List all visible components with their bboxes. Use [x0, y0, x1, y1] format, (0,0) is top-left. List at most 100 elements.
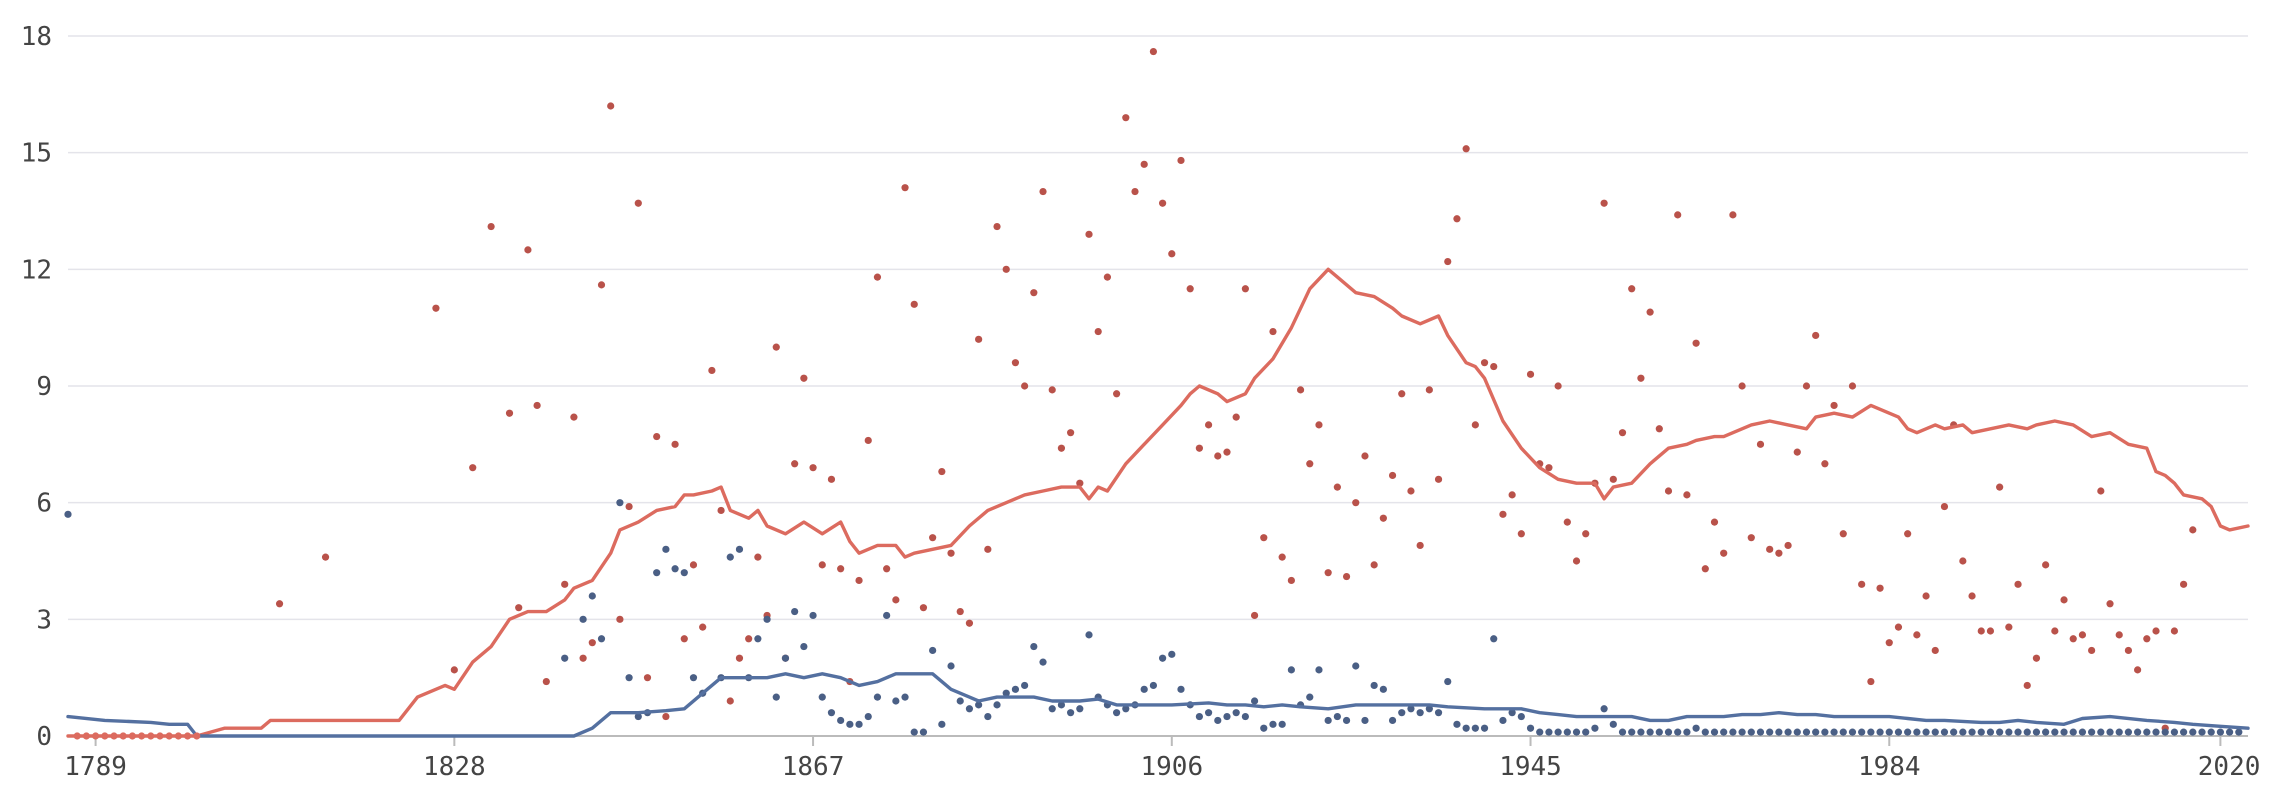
- data-point: [1499, 716, 1507, 725]
- data-point: [1582, 530, 1590, 538]
- data-point: [772, 693, 780, 701]
- data-point: [1793, 728, 1801, 736]
- data-point: [128, 732, 136, 740]
- data-point: [754, 553, 762, 561]
- data-point: [1885, 639, 1893, 647]
- data-point: [2143, 635, 2151, 643]
- data-point: [1950, 728, 1958, 736]
- data-point: [1646, 308, 1654, 316]
- data-point: [2134, 666, 2142, 674]
- data-point: [1407, 487, 1415, 495]
- data-point: [1720, 549, 1728, 557]
- data-point: [1839, 728, 1847, 736]
- data-point: [579, 654, 587, 662]
- data-point: [1756, 440, 1765, 448]
- data-point: [1931, 646, 1939, 655]
- data-point: [505, 409, 514, 417]
- data-point: [699, 623, 707, 631]
- data-point: [1894, 623, 1903, 631]
- data-point: [1480, 359, 1489, 367]
- y-tick-label: 15: [21, 139, 52, 169]
- data-point: [1140, 685, 1148, 693]
- data-point: [1223, 712, 1231, 721]
- data-point: [763, 615, 771, 623]
- trend-line: [66, 672, 2250, 738]
- data-point: [533, 401, 541, 410]
- y-tick-label: 18: [21, 22, 52, 52]
- data-point: [2152, 728, 2160, 736]
- data-point: [1057, 444, 1066, 452]
- data-point: [1039, 658, 1047, 666]
- data-point: [1195, 444, 1203, 452]
- data-point: [2005, 623, 2013, 631]
- data-point: [73, 732, 81, 740]
- data-point: [1352, 499, 1360, 507]
- data-point: [1260, 534, 1268, 542]
- data-point: [1766, 545, 1774, 553]
- y-tick-label: 0: [36, 722, 52, 752]
- data-point: [561, 580, 569, 588]
- data-point: [1655, 425, 1663, 433]
- data-point: [1738, 382, 1746, 390]
- data-point: [993, 701, 1001, 709]
- data-point: [579, 615, 587, 623]
- data-point: [1563, 728, 1571, 736]
- data-point: [625, 502, 633, 511]
- data-point: [2088, 728, 2096, 736]
- data-point: [1793, 448, 1801, 456]
- data-point: [883, 611, 891, 620]
- data-point: [653, 432, 661, 441]
- data-point: [754, 635, 762, 643]
- data-point: [809, 464, 817, 472]
- data-point: [1425, 705, 1433, 713]
- data-point: [827, 475, 836, 483]
- data-point: [1885, 728, 1893, 736]
- data-point: [607, 102, 615, 110]
- data-point: [1913, 728, 1921, 736]
- data-point: [1370, 561, 1378, 569]
- data-point: [717, 506, 725, 515]
- data-point: [2069, 728, 2077, 736]
- data-point: [662, 545, 670, 553]
- data-point: [1821, 728, 1829, 736]
- data-point: [1508, 491, 1516, 499]
- data-point: [1867, 728, 1875, 736]
- data-point: [1149, 681, 1158, 690]
- data-point: [1628, 728, 1636, 736]
- data-point: [910, 728, 918, 736]
- data-point: [2124, 646, 2133, 655]
- data-point: [1113, 709, 1121, 717]
- data-point: [1140, 160, 1148, 168]
- data-point: [1462, 724, 1470, 732]
- data-point: [947, 549, 955, 557]
- data-point: [1655, 728, 1663, 736]
- data-point: [2226, 728, 2234, 736]
- data-point: [2023, 681, 2031, 690]
- data-point: [938, 467, 946, 476]
- y-tick-label: 12: [21, 255, 52, 285]
- x-tick-label: 1906: [1140, 752, 1203, 782]
- data-point: [671, 565, 679, 573]
- data-point: [1444, 677, 1452, 686]
- data-point: [1250, 697, 1259, 705]
- data-point: [956, 607, 964, 616]
- data-point: [1048, 705, 1056, 713]
- data-point: [837, 565, 845, 573]
- data-point: [892, 697, 900, 705]
- data-point: [1766, 728, 1774, 736]
- data-point: [1959, 728, 1967, 736]
- data-point: [2106, 600, 2114, 608]
- data-point: [1996, 483, 2004, 491]
- data-point: [2106, 728, 2114, 736]
- data-point: [1021, 681, 1029, 690]
- data-point: [1434, 475, 1443, 483]
- data-point: [1039, 187, 1047, 196]
- data-point: [1333, 483, 1341, 491]
- data-point: [653, 569, 661, 577]
- data-point: [1775, 549, 1783, 557]
- data-point: [2060, 596, 2068, 604]
- data-point: [1940, 502, 1949, 511]
- y-tick-label: 9: [36, 372, 52, 402]
- data-point: [809, 611, 817, 620]
- data-point: [2032, 654, 2041, 662]
